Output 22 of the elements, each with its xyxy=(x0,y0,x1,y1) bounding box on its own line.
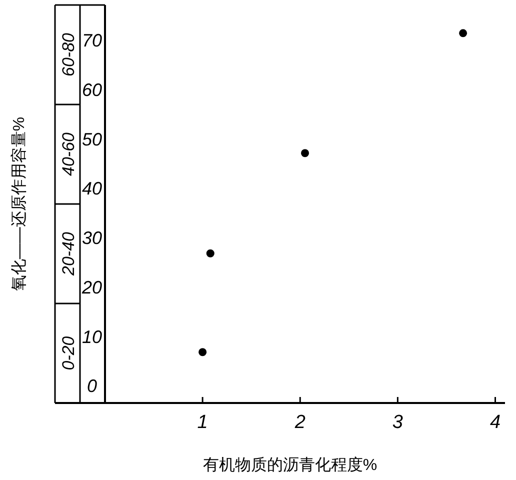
point xyxy=(198,348,207,356)
x-tick-label: 3 xyxy=(392,412,404,433)
x-tick-label: 4 xyxy=(490,412,501,433)
x-tick-label: 2 xyxy=(294,412,306,433)
y-tick-label: 70 xyxy=(82,30,102,51)
x-axis-title: 有机物质的沥青化程度% xyxy=(202,456,378,474)
point xyxy=(206,249,214,258)
y-tick-label: 30 xyxy=(82,228,102,248)
y-tick-label: 20 xyxy=(80,277,102,298)
y-tick-label: 50 xyxy=(82,129,102,150)
x-tick-label: 1 xyxy=(197,412,208,433)
y-tick-label: 0 xyxy=(86,376,98,396)
y-axis-title: 氧化——还原作用容量% xyxy=(10,116,28,292)
y-tick-label: 10 xyxy=(82,326,102,347)
text: 20-40 xyxy=(59,231,78,276)
y-tick-label: 60 xyxy=(82,80,102,100)
text: 0-20 xyxy=(59,336,78,370)
text: 40-60 xyxy=(59,132,78,176)
text: 60-80 xyxy=(59,32,78,76)
point xyxy=(459,29,468,38)
y-tick-label: 40 xyxy=(82,178,102,199)
point xyxy=(301,149,309,158)
